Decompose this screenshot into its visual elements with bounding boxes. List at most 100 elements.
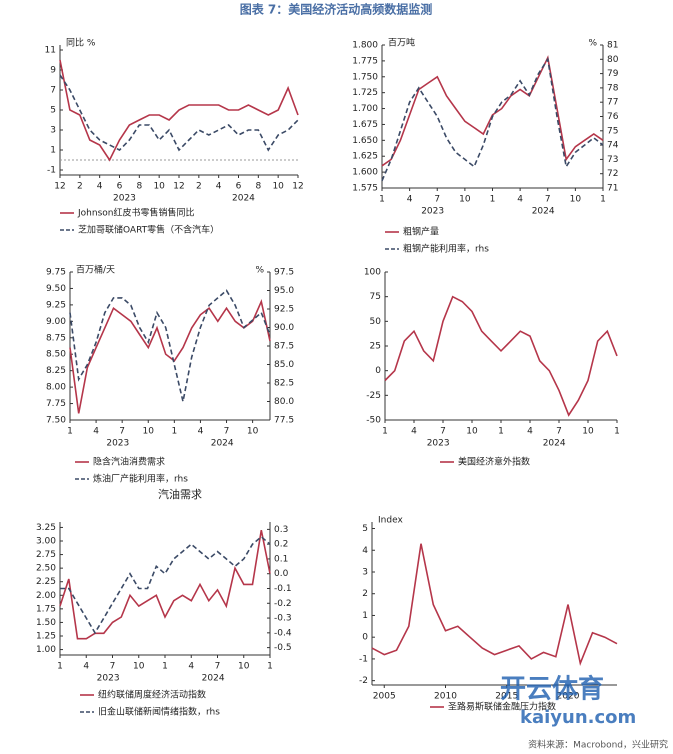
x-tick-label: 1 <box>171 427 177 437</box>
y2-tick-label: 72 <box>607 169 618 179</box>
y-axis-label: Index <box>378 516 403 526</box>
x-group-label: 2024 <box>543 439 566 449</box>
y-axis-label: 百万桶/天 <box>76 264 115 276</box>
y-tick-label: 2.50 <box>36 564 56 574</box>
y-tick-label: 1.650 <box>352 136 378 146</box>
y-tick-label: 1.675 <box>352 120 378 130</box>
y-tick-label: 1.725 <box>352 88 378 98</box>
legend-label: Johnson红皮书零售销售同比 <box>77 207 194 219</box>
y-tick-label: 1.775 <box>352 56 378 66</box>
x-group-label: 2024 <box>232 194 255 204</box>
x-tick-label: 4 <box>411 427 417 437</box>
y-tick-label: 50 <box>370 317 382 327</box>
x-group-label: 2023 <box>106 439 129 449</box>
x-tick-label: 2 <box>77 182 83 192</box>
y-tick-label: 9 <box>50 66 56 76</box>
y2-tick-label: 0.2 <box>274 540 288 550</box>
x-tick-label: 7 <box>119 427 125 437</box>
x-tick-label: 4 <box>216 182 222 192</box>
y2-tick-label: 74 <box>607 141 619 151</box>
y-tick-label: 4 <box>362 546 368 556</box>
y2-tick-label: 80 <box>607 55 619 65</box>
x-tick-label: 4 <box>83 662 89 672</box>
y-axis-label: 同比 % <box>66 37 96 49</box>
series-line <box>381 55 604 167</box>
y-tick-label: 3 <box>362 567 368 577</box>
series-line <box>384 295 618 417</box>
x-tick-label: 10 <box>143 427 155 437</box>
x-tick-label: 1 <box>600 195 606 205</box>
legend-label: 美国经济意外指数 <box>458 456 530 468</box>
x-tick-label: 7 <box>440 427 446 437</box>
x-group-label: 2024 <box>211 439 234 449</box>
y-tick-label: 1.750 <box>352 72 378 82</box>
y-tick-label: -1 <box>47 166 56 176</box>
y-tick-label: 8.75 <box>46 333 66 343</box>
y-tick-label: 11 <box>45 46 56 56</box>
x-tick-label: 2010 <box>434 692 457 702</box>
legend-label: 粗钢产量 <box>403 226 439 238</box>
y-tick-label: 9.25 <box>46 300 66 310</box>
y2-tick-label: 90.0 <box>274 323 294 333</box>
y-tick-label: 1.25 <box>36 632 56 642</box>
y2-tick-label: 73 <box>607 155 618 165</box>
x-tick-label: 10 <box>582 427 594 437</box>
x-tick-label: 12 <box>173 182 184 192</box>
y-tick-label: 1.600 <box>352 168 378 178</box>
x-tick-label: 2005 <box>373 692 396 702</box>
x-tick-label: 10 <box>238 662 250 672</box>
x-tick-label: 1 <box>57 662 63 672</box>
x-tick-label: 1 <box>162 662 168 672</box>
y2-tick-label: -0.3 <box>274 614 292 624</box>
watermark: 开云体育 <box>500 674 604 705</box>
y-tick-label: 3 <box>50 126 56 136</box>
y-tick-label: -1 <box>359 654 368 664</box>
y-tick-label: 7 <box>50 86 56 96</box>
y-tick-label: 2.00 <box>36 591 56 601</box>
x-tick-label: 7 <box>545 195 551 205</box>
y2-tick-label: 0.0 <box>274 569 289 579</box>
watermark: kaiyun.com <box>520 707 636 728</box>
x-tick-label: 1 <box>382 427 388 437</box>
y-tick-label: -25 <box>366 391 381 401</box>
x-tick-label: 10 <box>133 662 145 672</box>
y-tick-label: 7.50 <box>46 416 66 426</box>
series-line <box>59 74 299 152</box>
x-tick-label: 2015 <box>495 692 518 702</box>
x-tick-label: 7 <box>434 195 440 205</box>
x-tick-label: 6 <box>236 182 242 192</box>
x-tick-label: 10 <box>570 195 582 205</box>
x-tick-label: 4 <box>527 427 533 437</box>
y-tick-label: 5 <box>362 524 368 534</box>
y2-tick-label: 71 <box>607 184 618 194</box>
legend-label: 旧金山联储新闻情绪指数，rhs <box>98 706 220 718</box>
x-tick-label: 12 <box>292 182 303 192</box>
y-tick-label: 5 <box>50 106 56 116</box>
y-tick-label: 1.00 <box>36 645 56 655</box>
y2-tick-label: 75 <box>607 126 618 136</box>
y-tick-label: 100 <box>364 268 381 278</box>
x-group-label: 2023 <box>97 674 120 684</box>
y-tick-label: 2 <box>362 589 368 599</box>
x-tick-label: 10 <box>272 182 284 192</box>
y-tick-label: 1.50 <box>36 618 56 628</box>
y2-tick-label: 78 <box>607 83 619 93</box>
y-tick-label: 8.50 <box>46 350 66 360</box>
y-tick-label: 9.75 <box>46 268 66 278</box>
x-tick-label: 1 <box>267 662 273 672</box>
y-tick-label: 9.00 <box>46 317 66 327</box>
x-group-label: 2024 <box>202 674 225 684</box>
y-tick-label: 2.25 <box>36 577 56 587</box>
legend-label: 炼油厂产能利用率，rhs <box>93 473 188 485</box>
x-tick-label: 8 <box>255 182 261 192</box>
y2-axis-label: % <box>588 39 597 49</box>
y-tick-label: 8.00 <box>46 383 66 393</box>
y-tick-label: 1 <box>362 611 368 621</box>
x-tick-label: 2 <box>196 182 202 192</box>
legend-label: 纽约联储周度经济活动指数 <box>98 689 206 701</box>
x-group-label: 2023 <box>421 207 444 217</box>
y2-tick-label: 0.3 <box>274 525 288 535</box>
x-group-label: 2023 <box>427 439 450 449</box>
y2-tick-label: 85.0 <box>274 360 294 370</box>
y2-tick-label: 81 <box>607 41 618 51</box>
